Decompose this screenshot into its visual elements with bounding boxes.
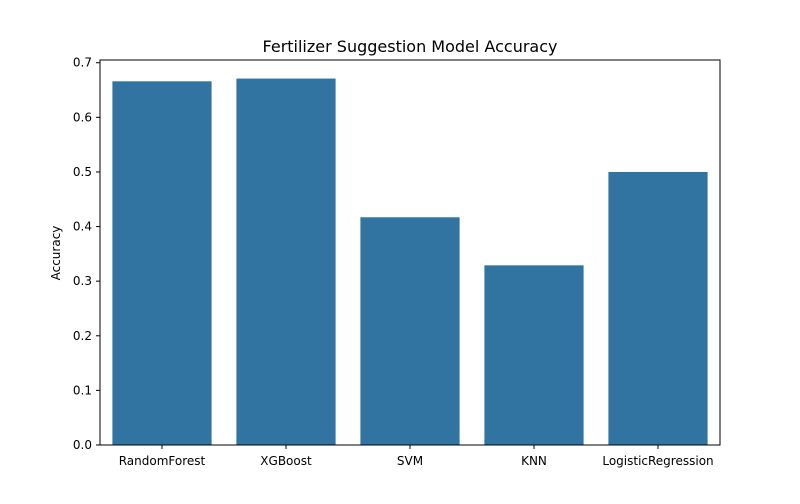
x-axis-ticks: RandomForest XGBoost SVM KNN LogisticRegress…: [119, 445, 714, 468]
y-tick-label: 0.7: [73, 56, 92, 70]
x-tick-label: XGBoost: [260, 454, 312, 468]
y-axis-label: Accuracy: [49, 226, 63, 281]
y-tick-label: 0.1: [73, 383, 92, 397]
x-tick-label: RandomForest: [119, 454, 206, 468]
bar-randomforest: [112, 81, 212, 445]
y-tick-label: 0.0: [73, 438, 92, 452]
bars-group: [112, 78, 708, 445]
x-tick-label: KNN: [521, 454, 547, 468]
y-tick-label: 0.3: [73, 274, 92, 288]
y-axis-ticks: 0.0 0.1 0.2 0.3 0.4 0.5 0.6 0.7: [73, 56, 100, 452]
y-tick-label: 0.4: [73, 220, 92, 234]
bar-logisticregression: [608, 171, 708, 445]
plot-frame: [99, 59, 721, 446]
bar-svm: [360, 217, 460, 445]
bar-knn: [484, 265, 584, 445]
chart-title: Fertilizer Suggestion Model Accuracy: [263, 37, 558, 56]
x-tick-label: SVM: [397, 454, 423, 468]
y-tick-label: 0.5: [73, 165, 92, 179]
y-tick-label: 0.2: [73, 329, 92, 343]
bar-xgboost: [236, 78, 336, 445]
x-tick-label: LogisticRegression: [602, 454, 713, 468]
y-tick-label: 0.6: [73, 110, 92, 124]
